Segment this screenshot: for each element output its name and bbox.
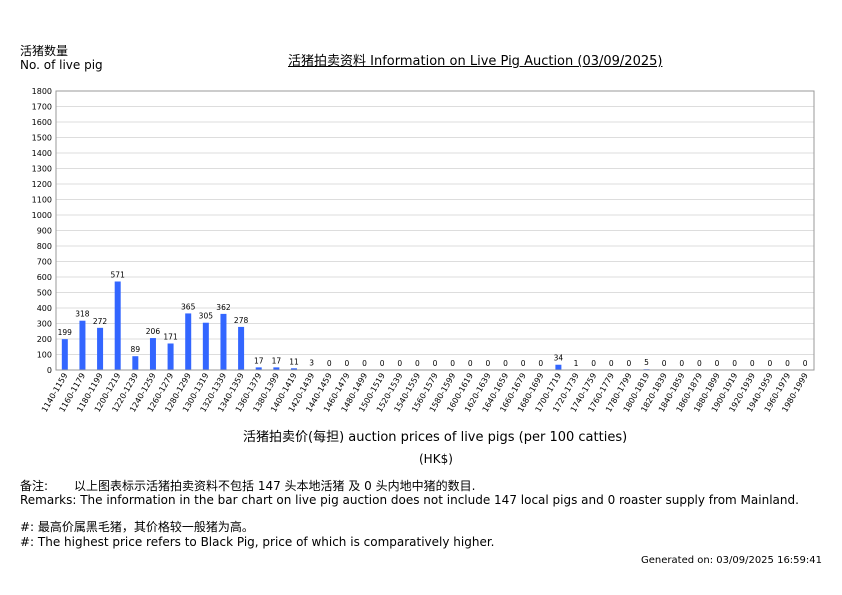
- generated-timestamp: Generated on: 03/09/2025 16:59:41: [641, 555, 822, 566]
- bar-value-label: 199: [58, 328, 73, 337]
- bar-value-label: 0: [468, 359, 473, 368]
- bar-value-label: 0: [732, 359, 737, 368]
- x-axis-label: 活猪拍卖价(每担) auction prices of live pigs (p…: [243, 430, 628, 445]
- bar-value-label: 571: [111, 270, 126, 279]
- x-axis-unit: (HK$): [419, 452, 453, 466]
- bar-value-label: 305: [199, 312, 214, 321]
- bar-value-label: 272: [93, 317, 108, 326]
- bar: [185, 313, 192, 370]
- y-tick-label: 600: [37, 273, 52, 282]
- bar-value-label: 0: [609, 359, 614, 368]
- y-tick-label: 800: [37, 242, 52, 251]
- bar-value-label: 11: [289, 357, 299, 366]
- bar-value-label: 0: [503, 359, 508, 368]
- y-tick-label: 1400: [32, 149, 52, 158]
- chart-title: 活猪拍卖资料 Information on Live Pig Auction (…: [288, 54, 663, 69]
- bar-value-label: 0: [785, 359, 790, 368]
- bar-value-label: 0: [768, 359, 773, 368]
- bar-value-label: 0: [327, 359, 332, 368]
- bar: [255, 367, 262, 370]
- bar-value-label: 0: [679, 359, 684, 368]
- y-tick-label: 1300: [32, 165, 52, 174]
- bar: [202, 322, 209, 370]
- bar-value-label: 206: [146, 327, 161, 336]
- plot-area-frame: [55, 90, 815, 371]
- bar: [97, 327, 104, 370]
- bar: [238, 326, 245, 370]
- y-axis-label-english: No. of live pig: [20, 58, 103, 72]
- bar: [79, 320, 86, 370]
- bar: [61, 339, 68, 370]
- bar-value-label: 318: [75, 310, 90, 319]
- y-tick-label: 1700: [32, 103, 52, 112]
- bar-value-label: 0: [521, 359, 526, 368]
- y-tick-label: 1800: [32, 87, 52, 96]
- y-tick-label: 100: [37, 351, 52, 360]
- remark-chinese-text: 以上图表标示活猪拍卖资料不包括 147 头本地活猪 及 0 头内地中猪的数目.: [74, 479, 476, 493]
- bar-value-label: 0: [697, 359, 702, 368]
- remark-english: Remarks: The information in the bar char…: [20, 493, 799, 507]
- bar: [149, 338, 156, 370]
- bar-value-label: 17: [272, 356, 282, 365]
- y-tick-label: 1000: [32, 211, 52, 220]
- bar-value-label: 17: [254, 356, 264, 365]
- chart-gridlines: [56, 90, 814, 371]
- bar-value-label: 0: [450, 359, 455, 368]
- bar: [114, 281, 121, 370]
- bar-value-label: 0: [380, 359, 385, 368]
- bar-value-label: 0: [750, 359, 755, 368]
- bar-value-label: 0: [715, 359, 720, 368]
- bar: [220, 313, 227, 370]
- bar-value-label: 0: [485, 359, 490, 368]
- remark-label: 备注:: [20, 479, 49, 493]
- bar-value-label: 0: [627, 359, 632, 368]
- bar: [132, 356, 139, 370]
- bar-value-label: 0: [433, 359, 438, 368]
- bar-value-label: 365: [181, 302, 196, 311]
- bar: [167, 343, 174, 370]
- bar-value-label: 171: [163, 332, 178, 341]
- y-tick-label: 900: [37, 227, 52, 236]
- y-axis-ticks: 0 100 200 300 400 500 600 700 800 900 1000 1100 1200…: [32, 87, 52, 375]
- bar-value-label: 278: [234, 316, 249, 325]
- bar-value-label: 3: [309, 359, 314, 368]
- bar-value-label: 0: [344, 359, 349, 368]
- y-tick-label: 1100: [32, 196, 52, 205]
- y-tick-label: 0: [47, 366, 52, 375]
- y-tick-label: 300: [37, 320, 52, 329]
- y-tick-label: 500: [37, 289, 52, 298]
- bar-value-label: 0: [415, 359, 420, 368]
- bar-value-label: 5: [644, 358, 649, 367]
- bar-value-label: 0: [362, 359, 367, 368]
- y-tick-label: 200: [37, 335, 52, 344]
- bar-value-label: 1: [574, 359, 579, 368]
- bar-value-label: 0: [662, 359, 667, 368]
- bar: [273, 367, 280, 370]
- note-english: #: The highest price refers to Black Pig…: [20, 535, 495, 549]
- bar-value-label: 362: [216, 303, 231, 312]
- bar-value-label: 0: [803, 359, 808, 368]
- bar-value-label: 34: [554, 354, 564, 363]
- bar-value-label: 0: [591, 359, 596, 368]
- bar-value-label: 0: [397, 359, 402, 368]
- bar: [555, 364, 562, 370]
- remark-chinese: 备注: 以上图表标示活猪拍卖资料不包括 147 头本地活猪 及 0 头内地中猪的数…: [20, 477, 475, 494]
- bar-value-label: 89: [131, 345, 141, 354]
- y-axis-label-chinese: 活猪数量: [20, 44, 69, 58]
- y-tick-label: 700: [37, 258, 52, 267]
- bar: [290, 368, 297, 370]
- y-tick-label: 1200: [32, 180, 52, 189]
- bar-value-label: 0: [538, 359, 543, 368]
- y-tick-label: 1600: [32, 118, 52, 127]
- chart-bars: [61, 281, 650, 370]
- x-axis-ticks: 1140-11591160-11791180-11991200-12191220…: [40, 371, 810, 413]
- y-tick-label: 400: [37, 304, 52, 313]
- note-chinese: #: 最高价属黑毛猪，其价格较一般猪为高。: [20, 520, 254, 534]
- y-tick-label: 1500: [32, 134, 52, 143]
- bar-chart: 0100200300400500600700800900100011001200…: [32, 87, 815, 414]
